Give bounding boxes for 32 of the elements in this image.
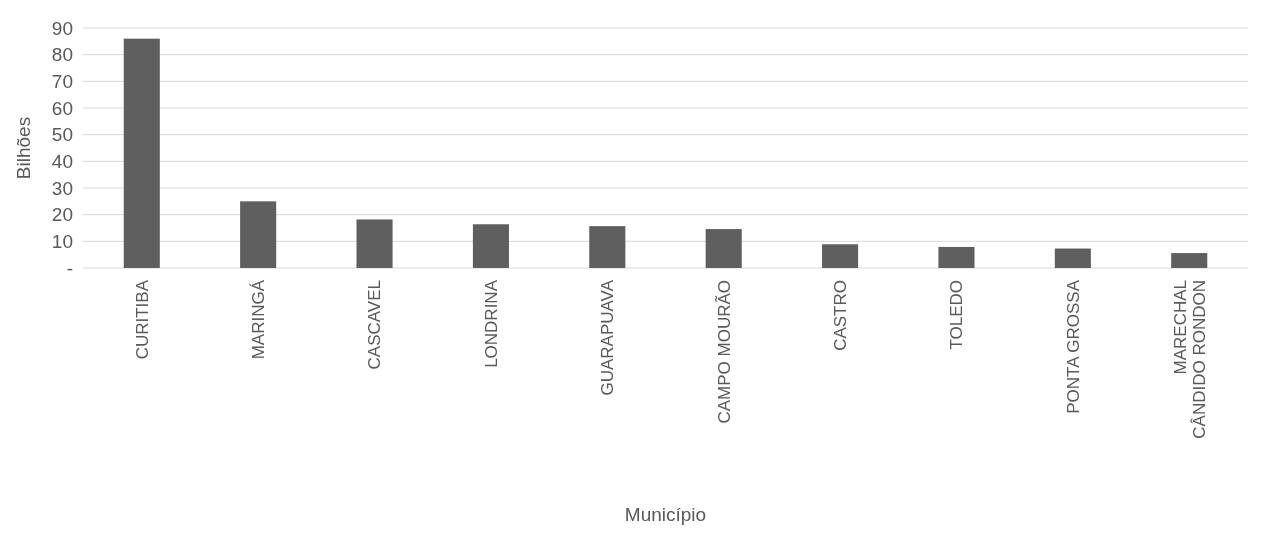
bar bbox=[705, 229, 742, 268]
x-tick-label: CAMPO MOURÃO bbox=[714, 280, 734, 424]
x-tick-label: LONDRINA bbox=[481, 279, 501, 368]
y-tick-label: 60 bbox=[51, 97, 73, 119]
y-tick-label: 50 bbox=[51, 124, 73, 146]
x-tick-label: CASTRO bbox=[831, 280, 851, 351]
y-tick-label: 20 bbox=[51, 204, 73, 226]
y-tick-label: - bbox=[66, 257, 73, 279]
x-axis-title: Município bbox=[624, 504, 707, 525]
bar bbox=[123, 38, 160, 268]
y-axis-title: Bilhões bbox=[13, 116, 34, 180]
y-tick-label: 40 bbox=[51, 150, 73, 172]
bar bbox=[240, 201, 277, 268]
x-tick-label: PONTA GROSSA bbox=[1063, 279, 1083, 414]
bar bbox=[822, 244, 859, 268]
x-tick-label: CURITIBA bbox=[132, 279, 152, 360]
y-tick-label: 80 bbox=[51, 44, 73, 66]
bar bbox=[938, 246, 975, 268]
x-tick-label: GUARAPUAVA bbox=[598, 279, 618, 396]
bar bbox=[1054, 248, 1091, 268]
x-tick-label: TOLEDO bbox=[947, 280, 967, 350]
bar bbox=[1171, 253, 1208, 268]
bar bbox=[356, 219, 393, 268]
y-tick-label: 30 bbox=[51, 177, 73, 199]
y-tick-label: 90 bbox=[51, 17, 73, 39]
x-tick-label: MARINGÁ bbox=[249, 279, 269, 360]
x-tick-label: MARECHAL CÂNDIDO RONDON bbox=[1170, 280, 1209, 439]
y-tick-label: 70 bbox=[51, 70, 73, 92]
bar bbox=[589, 226, 626, 268]
bar bbox=[472, 224, 509, 268]
x-tick-label: CASCAVEL bbox=[365, 280, 385, 370]
y-tick-label: 10 bbox=[51, 230, 73, 252]
